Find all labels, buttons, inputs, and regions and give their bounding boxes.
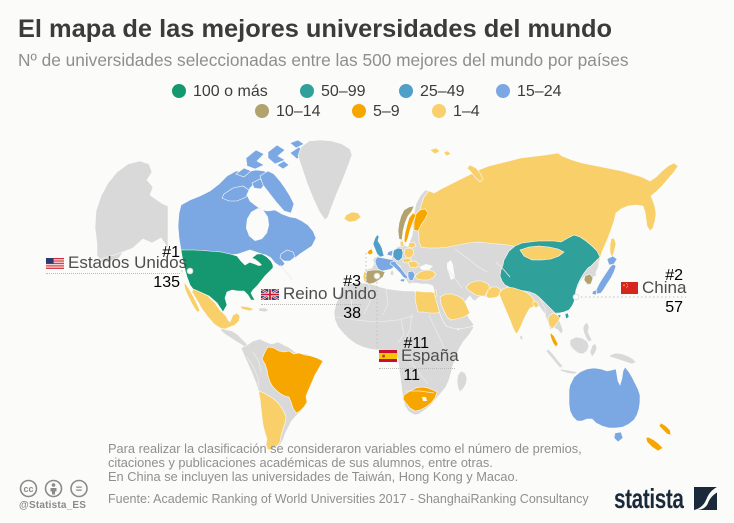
svg-text:cc: cc: [23, 484, 33, 494]
svg-text:=: =: [76, 484, 82, 496]
